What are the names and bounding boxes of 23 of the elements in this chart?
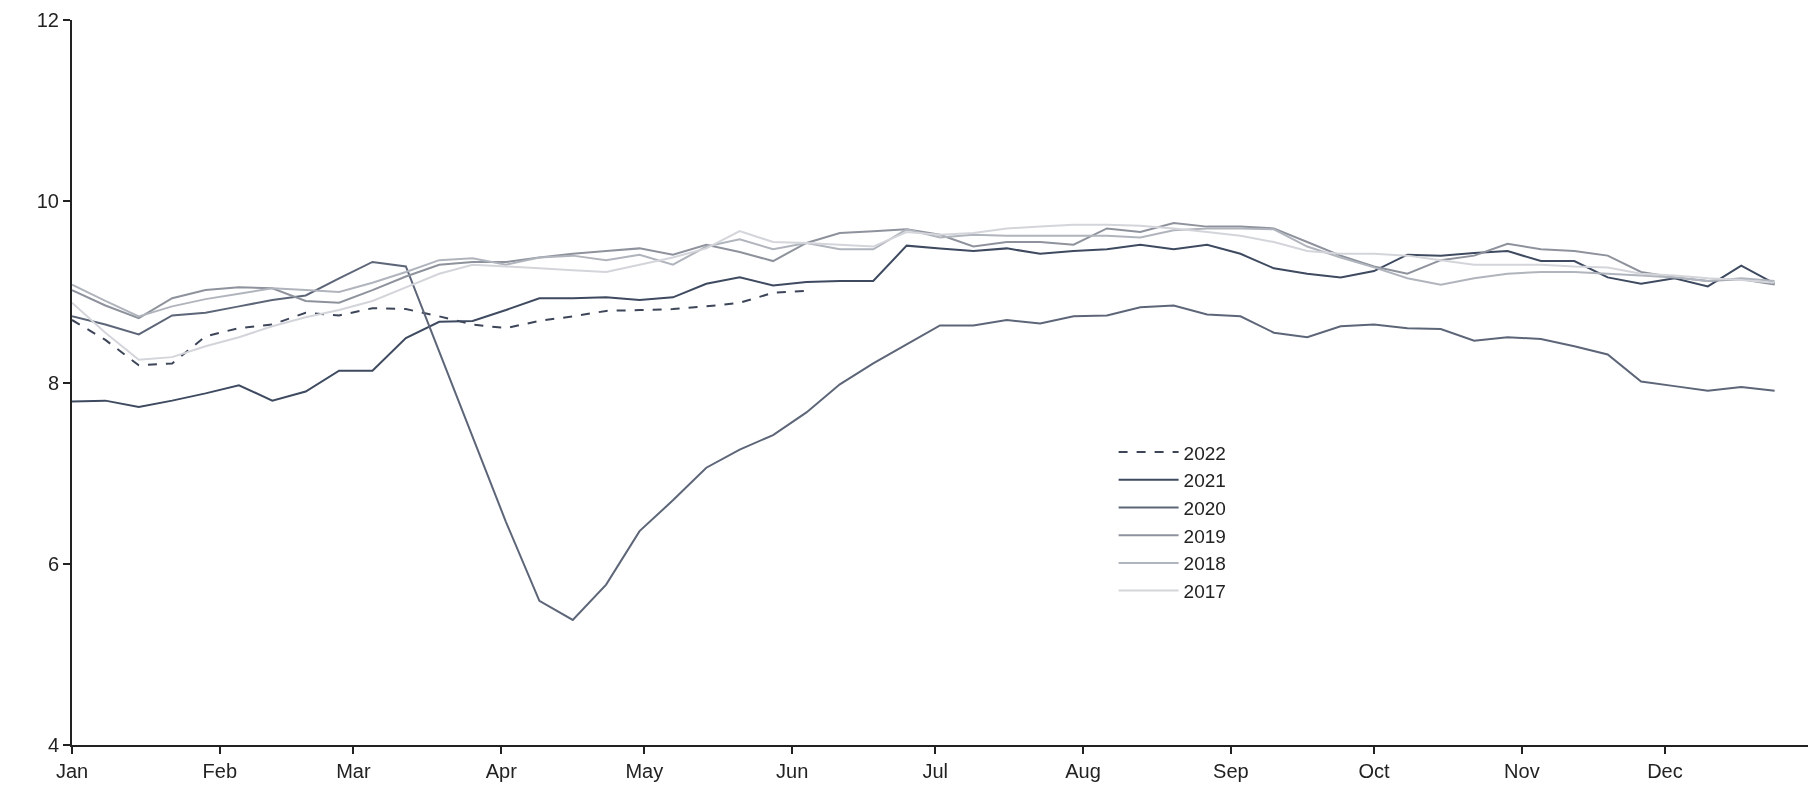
x-tick-label: Oct <box>1358 760 1390 782</box>
x-tick-label: May <box>625 760 664 782</box>
x-tick-label: Feb <box>202 760 238 782</box>
y-tick-label: 10 <box>36 190 59 213</box>
legend-label: 2021 <box>1183 470 1226 492</box>
y-tick-label: 12 <box>36 9 59 31</box>
x-tick-label: Nov <box>1504 760 1540 782</box>
x-tick-label: Dec <box>1647 760 1683 782</box>
x-tick-label: Jul <box>922 760 949 782</box>
legend-label: 2017 <box>1183 581 1226 603</box>
x-tick-label: Jan <box>55 760 89 782</box>
x-tick-label: Mar <box>336 760 371 782</box>
y-tick-label: 4 <box>47 734 59 756</box>
legend-label: 2019 <box>1183 525 1226 547</box>
y-tick-label: 8 <box>47 371 59 394</box>
legend-label: 2022 <box>1183 442 1226 464</box>
y-tick-label: 6 <box>47 552 59 575</box>
x-tick-label: Aug <box>1065 760 1101 782</box>
x-tick-label: Sep <box>1213 760 1249 782</box>
x-tick-label: Apr <box>485 760 518 782</box>
x-tick-label: Jun <box>776 760 809 782</box>
legend-label: 2020 <box>1183 497 1226 519</box>
legend-label: 2018 <box>1183 553 1226 575</box>
